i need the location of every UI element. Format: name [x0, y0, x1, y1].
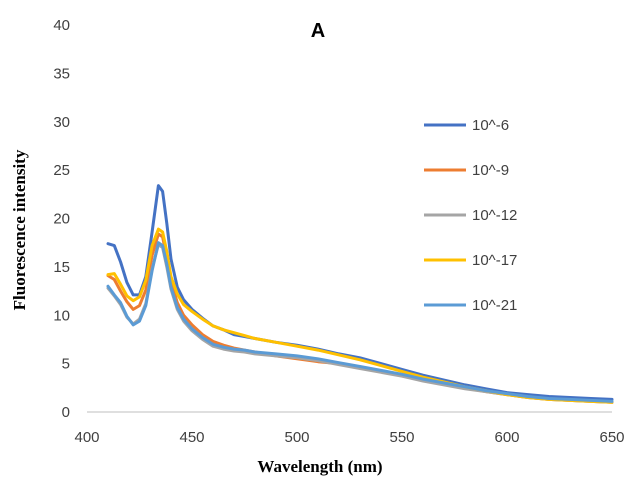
- y-tick-label: 0: [62, 404, 70, 421]
- y-tick-label: 20: [53, 211, 70, 228]
- legend-label: 10^-12: [472, 207, 517, 224]
- y-tick-label: 15: [53, 259, 70, 276]
- x-tick-label: 500: [284, 429, 309, 446]
- y-tick-label: 40: [53, 17, 70, 34]
- x-axis-title: Wavelength (nm): [257, 457, 382, 476]
- legend-label: 10^-6: [472, 117, 509, 134]
- x-tick-label: 550: [389, 429, 414, 446]
- y-axis-title: Fluorescence intensity: [10, 149, 29, 310]
- legend: 10^-6 10^-9 10^-12 10^-17 10^-21: [424, 117, 517, 314]
- x-tick-label: 600: [494, 429, 519, 446]
- legend-label: 10^-21: [472, 297, 517, 314]
- series-line: [106, 243, 614, 404]
- series-line: [106, 241, 614, 403]
- y-tick-label: 5: [62, 356, 70, 373]
- y-tick-label: 10: [53, 307, 70, 324]
- y-tick-label: 30: [53, 114, 70, 131]
- x-tick-label: 450: [179, 429, 204, 446]
- chart-title: A: [311, 20, 325, 42]
- x-tick-label: 650: [599, 429, 624, 446]
- x-tick-label: 400: [74, 429, 99, 446]
- plot-lines: [106, 184, 614, 404]
- axes: 400 450 500 550 600 650 0 5 10 15 20 25 30 35 40: [53, 17, 624, 446]
- y-tick-label: 25: [53, 162, 70, 179]
- y-tick-label: 35: [53, 65, 70, 82]
- legend-label: 10^-9: [472, 162, 509, 179]
- legend-label: 10^-17: [472, 252, 517, 269]
